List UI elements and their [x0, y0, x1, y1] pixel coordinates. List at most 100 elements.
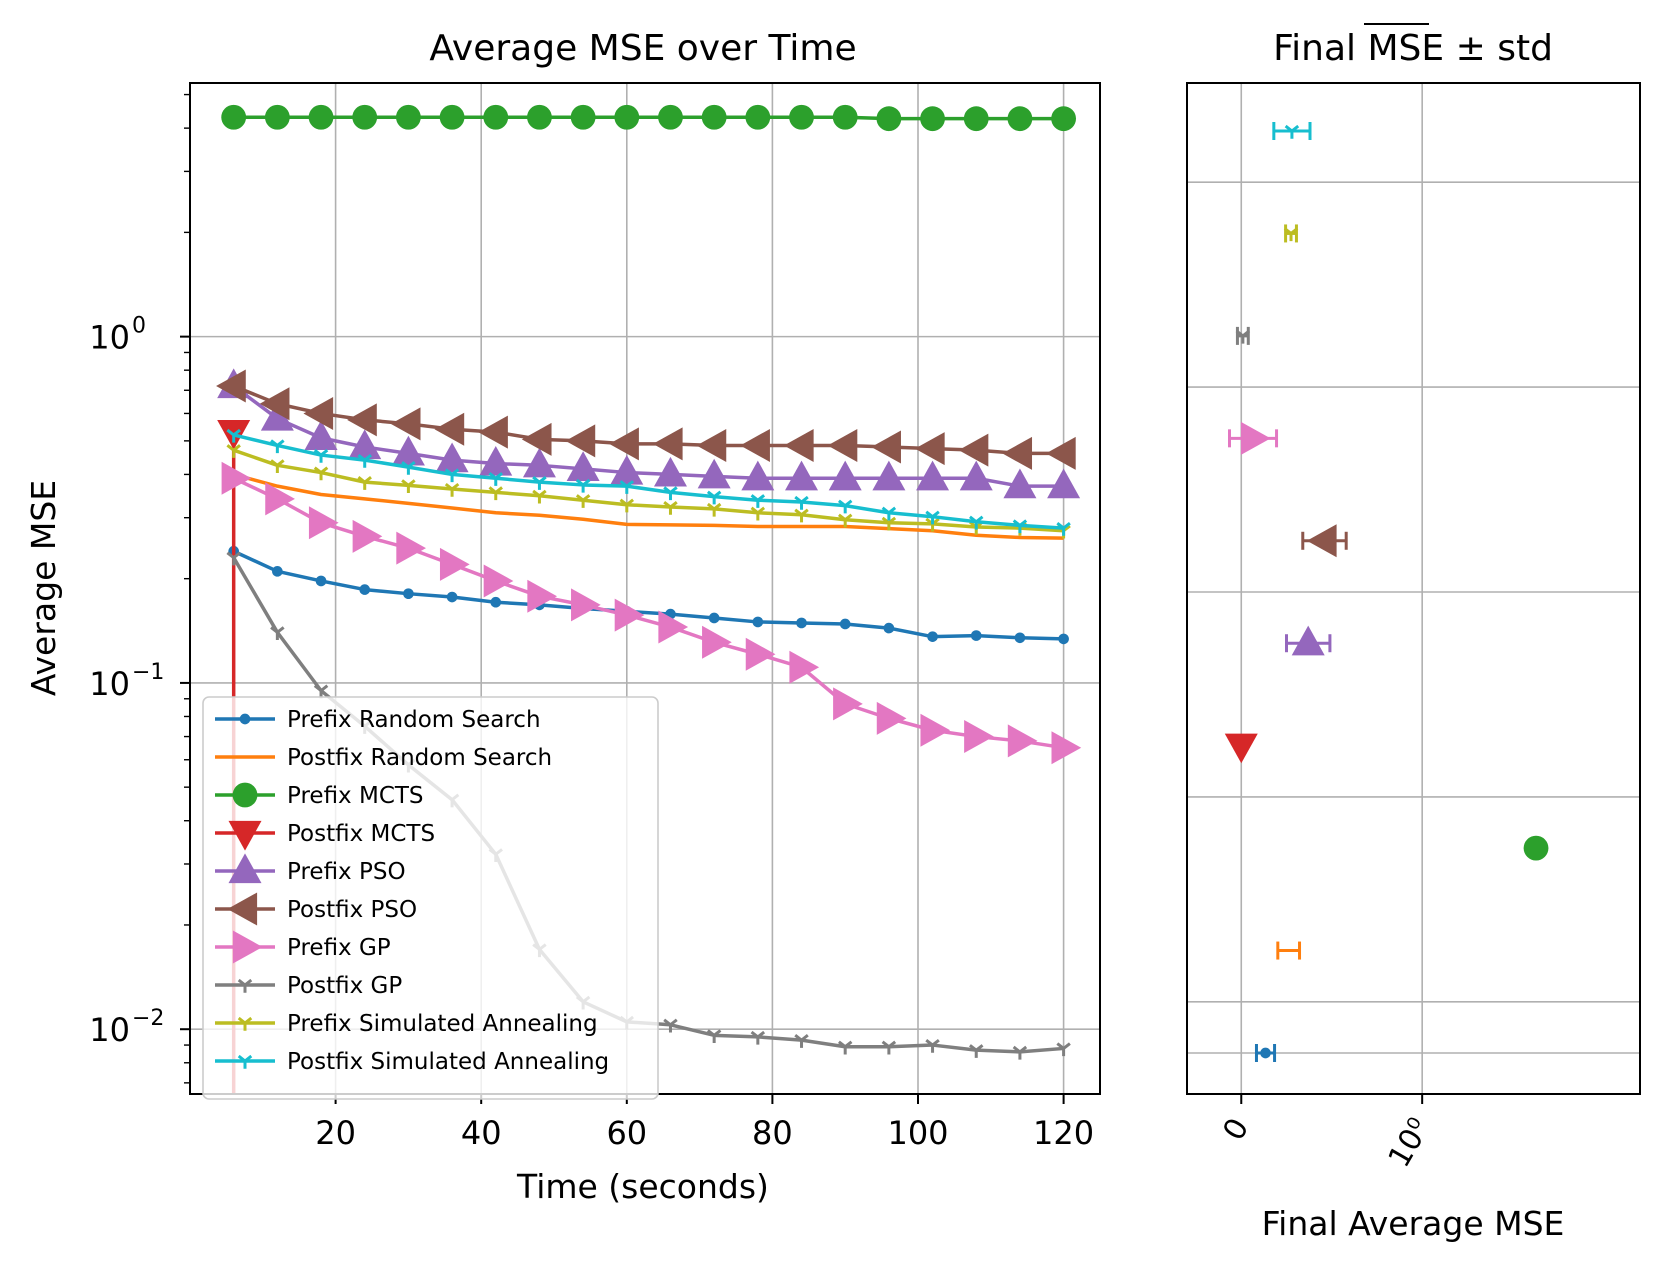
data-point	[750, 1030, 766, 1045]
data-point	[313, 448, 329, 463]
data-point	[1058, 633, 1069, 645]
series-line	[232, 549, 1064, 641]
data-point	[658, 104, 683, 130]
data-point	[872, 460, 906, 491]
x-tick-label: 120	[1033, 1114, 1094, 1152]
data-point	[794, 508, 809, 523]
left-chart-panel: Average MSE over Time 20 40 60 80 100 120 10 0…	[24, 28, 1101, 1206]
data-point	[827, 428, 858, 462]
data-point	[609, 427, 639, 461]
data-point	[652, 427, 683, 461]
data-point	[740, 428, 770, 462]
series-prefix-gp	[221, 461, 1082, 765]
final-point-postfix-simulated-annealing	[1272, 122, 1312, 140]
final-point-prefix-mcts	[1523, 835, 1549, 861]
data-point	[434, 412, 465, 446]
legend-label: Postfix GP	[287, 973, 402, 999]
data-point	[925, 510, 940, 525]
legend-swatch-marker	[232, 782, 258, 808]
data-point	[1047, 468, 1081, 499]
data-point	[265, 482, 295, 516]
data-point	[527, 104, 552, 130]
mean-marker	[1283, 227, 1299, 242]
y-tick-label: 10	[89, 665, 130, 703]
legend-label: Postfix Simulated Annealing	[287, 1049, 609, 1075]
legend-item: Postfix Simulated Annealing	[215, 1049, 609, 1075]
data-point	[439, 104, 465, 130]
x-tick-label: 80	[752, 1114, 793, 1152]
data-point	[308, 506, 339, 540]
data-point	[702, 625, 732, 659]
data-point	[789, 104, 814, 130]
data-point	[881, 1040, 897, 1055]
series-prefix-pso	[217, 368, 1081, 499]
legend-item: Prefix PSO	[215, 853, 406, 885]
data-point	[259, 387, 290, 421]
data-point	[925, 1038, 940, 1053]
left-y-axis-label: Average MSE	[24, 480, 63, 696]
data-point	[304, 420, 338, 450]
data-point	[352, 104, 378, 130]
data-point	[881, 516, 897, 531]
data-point	[1056, 1042, 1071, 1057]
data-point	[216, 369, 246, 403]
data-point	[1012, 1045, 1028, 1060]
legend-item: Prefix MCTS	[215, 782, 424, 809]
data-point	[876, 106, 902, 132]
data-point	[444, 482, 460, 497]
final-point-prefix-random-search	[1254, 1044, 1277, 1062]
data-point	[883, 622, 895, 634]
legend-item: Postfix GP	[215, 973, 402, 999]
mean-marker	[1291, 625, 1325, 656]
data-point	[963, 106, 989, 132]
legend-swatch-marker	[237, 978, 253, 993]
left-series-layer	[216, 104, 1082, 1094]
x-tick-label: 20	[315, 1114, 356, 1152]
data-point	[260, 400, 294, 431]
data-point	[614, 104, 640, 130]
legend: Prefix Random Search Postfix Random Searc…	[202, 696, 659, 1100]
data-point	[969, 515, 984, 530]
right-x-axis: 0 10⁰	[1216, 1094, 1437, 1173]
data-point	[1051, 731, 1082, 765]
x-tick-label: 10⁰	[1382, 1113, 1437, 1174]
legend-label: Prefix MCTS	[287, 783, 424, 809]
legend-item: Postfix PSO	[215, 892, 417, 926]
legend-swatch-marker	[237, 1016, 253, 1031]
data-point	[359, 584, 371, 595]
series-postfix-random-search	[233, 472, 1064, 540]
right-chart-panel: Final MSE ± std 0 10⁰ Final Average MSE	[1186, 23, 1641, 1243]
data-point	[959, 460, 993, 491]
final-point-prefix-gp	[1228, 421, 1279, 455]
y-tick-label: 10	[89, 319, 130, 357]
data-point	[696, 428, 727, 462]
data-point	[403, 588, 414, 600]
legend-label: Prefix Random Search	[287, 707, 541, 733]
legend-item: Prefix Random Search	[215, 707, 541, 733]
data-point	[614, 598, 645, 632]
data-point	[741, 460, 775, 491]
final-point-postfix-random-search	[1276, 941, 1302, 960]
legend-label: Prefix PSO	[287, 859, 406, 885]
data-point	[750, 506, 766, 521]
data-point	[1007, 724, 1038, 758]
legend-item: Prefix Simulated Annealing	[215, 1011, 598, 1037]
right-chart-title: Final MSE ± std	[1273, 28, 1553, 69]
data-point	[352, 519, 383, 553]
data-point	[610, 454, 644, 485]
data-point	[527, 579, 558, 613]
data-point	[575, 478, 591, 493]
data-point	[357, 476, 372, 490]
right-x-axis-label: Final Average MSE	[1262, 1204, 1565, 1243]
mean-marker	[1235, 329, 1251, 344]
legend-label: Prefix GP	[287, 935, 391, 961]
data-point	[871, 430, 901, 464]
data-point	[837, 1040, 853, 1055]
data-point	[490, 596, 502, 608]
data-point	[226, 551, 241, 566]
data-point	[969, 1044, 984, 1058]
data-point	[663, 486, 678, 501]
legend-item: Postfix MCTS	[215, 820, 435, 851]
data-point	[444, 468, 460, 483]
